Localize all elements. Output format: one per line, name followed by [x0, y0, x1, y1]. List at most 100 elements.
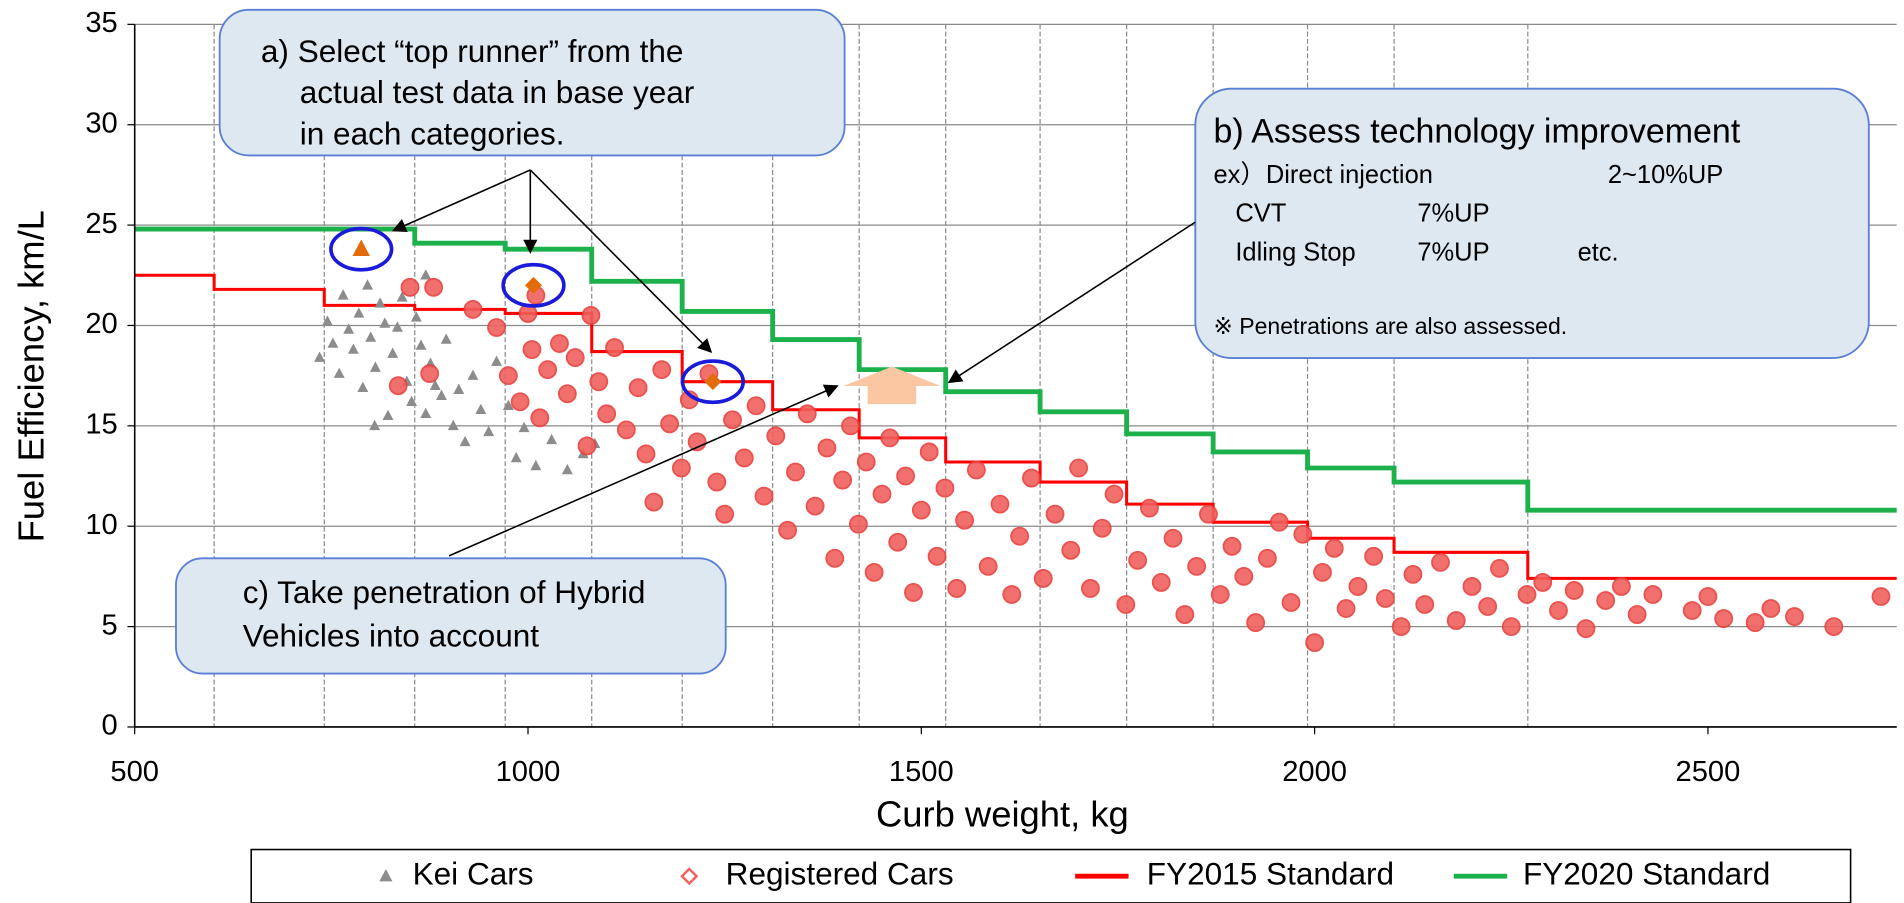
y-tick-label: 30	[85, 107, 117, 139]
registered-point	[1564, 581, 1584, 600]
registered-point	[911, 500, 931, 520]
registered-point	[825, 548, 845, 568]
arrow	[947, 221, 1196, 384]
improvement-arrow	[843, 366, 941, 405]
kei-point	[453, 383, 465, 394]
kei-point	[327, 337, 339, 348]
registered-point	[904, 583, 923, 602]
registered-point	[1698, 587, 1718, 606]
kei-point	[369, 419, 381, 431]
top-runner	[352, 239, 370, 256]
registered-point	[644, 492, 664, 512]
callout-b	[1194, 87, 1870, 359]
kei-point	[440, 333, 452, 344]
y-tick-label: 25	[85, 208, 117, 240]
registered-point	[636, 444, 656, 464]
kei-point	[502, 399, 514, 411]
callout-text: Idling Stop	[1235, 238, 1355, 266]
registered-point	[1116, 595, 1136, 614]
kei-point	[387, 347, 399, 358]
registered-point	[510, 392, 530, 412]
legend-label: Registered Cars	[726, 856, 954, 892]
callout-text: actual test data in base year	[300, 74, 695, 110]
callout-text: 7%UP	[1417, 200, 1489, 228]
registered-point	[872, 484, 892, 504]
registered-point	[919, 442, 939, 462]
legend-label: Kei Cars	[413, 856, 534, 892]
y-tick-label: 5	[102, 609, 118, 641]
kei-point	[337, 289, 349, 300]
registered-point	[1391, 617, 1411, 636]
registered-point	[1210, 585, 1230, 604]
callout-text: etc.	[1578, 238, 1619, 266]
registered-point	[1336, 599, 1356, 618]
legend-label: FY2015 Standard	[1147, 856, 1394, 892]
legend-marker	[680, 867, 699, 886]
registered-point	[1431, 552, 1450, 572]
registered-point	[746, 396, 766, 416]
registered-point	[628, 378, 648, 398]
callout-c	[175, 557, 727, 675]
registered-point	[896, 466, 915, 486]
registered-point	[1305, 633, 1325, 653]
registered-point	[1069, 458, 1089, 478]
registered-point	[671, 458, 691, 478]
registered-point	[1785, 607, 1804, 626]
callout-text: ※ Penetrations are also assessed.	[1214, 313, 1568, 339]
registered-point	[1222, 536, 1242, 556]
registered-point	[1092, 518, 1112, 538]
registered-point	[1313, 562, 1332, 582]
registered-point	[978, 556, 998, 576]
registered-point	[797, 404, 817, 424]
registered-point	[966, 460, 986, 480]
registered-point	[530, 408, 550, 428]
kei-point	[353, 307, 365, 318]
registered-point	[1682, 601, 1702, 620]
highlight-ring	[501, 262, 566, 308]
registered-point	[1045, 504, 1065, 524]
registered-point	[550, 334, 569, 353]
arrows	[391, 169, 1196, 557]
x-tick-label: 2000	[1282, 756, 1347, 788]
registered-point	[388, 376, 408, 396]
registered-point	[1140, 498, 1159, 518]
registered-point	[400, 277, 420, 297]
registered-point	[660, 414, 680, 434]
registered-point	[1871, 587, 1891, 606]
registered-point	[1478, 597, 1498, 616]
registered-point	[605, 338, 624, 357]
registered-point	[817, 438, 837, 458]
registered-point	[1376, 589, 1395, 608]
registered-point	[1501, 617, 1521, 636]
registered-point	[1293, 524, 1313, 544]
registered-point	[652, 360, 672, 380]
registered-point	[778, 520, 797, 540]
registered-point	[927, 546, 947, 566]
registered-point	[805, 496, 825, 516]
registered-point	[1824, 617, 1844, 636]
top-runner	[525, 276, 543, 294]
kei-point	[530, 459, 542, 471]
registered-point	[766, 426, 786, 446]
y-tick-label: 20	[85, 308, 117, 340]
registered-point	[1596, 591, 1616, 610]
legend-label: FY2020 Standard	[1523, 856, 1770, 892]
kei-point	[447, 419, 459, 431]
kei-point	[410, 311, 422, 322]
registered-point	[538, 360, 558, 380]
kei-point	[343, 323, 355, 334]
callout-text: in each categories.	[300, 115, 565, 151]
registered-point	[581, 306, 601, 325]
registered-point	[1533, 573, 1553, 592]
registered-point	[1281, 593, 1301, 612]
registered-point	[1081, 579, 1100, 598]
x-tick-label: 1500	[889, 756, 954, 788]
registered-point	[1627, 605, 1647, 624]
x-tick-label: 500	[110, 756, 159, 788]
y-tick-label: 0	[102, 710, 118, 742]
x-tick-label: 2500	[1676, 756, 1741, 788]
kei-point	[546, 433, 558, 445]
registered-point	[1258, 548, 1277, 568]
registered-point	[1462, 577, 1482, 596]
